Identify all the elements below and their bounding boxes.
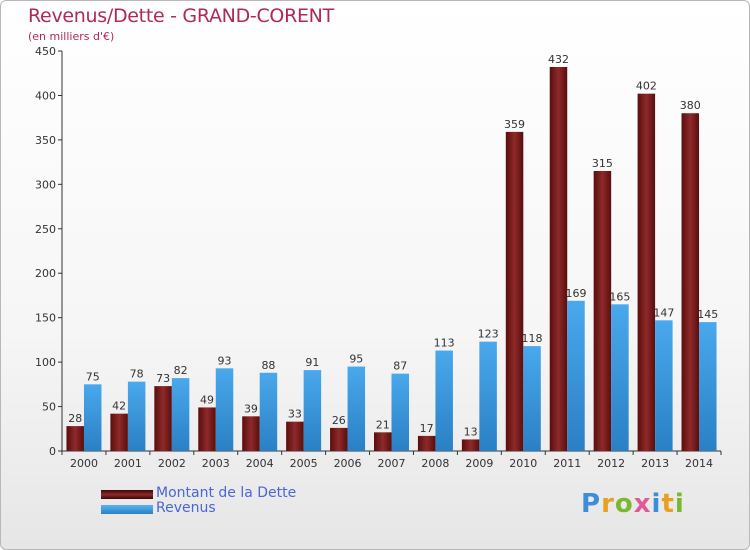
x-tick-label: 2008: [421, 457, 449, 470]
label-revenus: 91: [305, 356, 319, 369]
bar-dette: [66, 426, 84, 451]
bar-dette: [198, 407, 216, 451]
label-revenus: 78: [130, 368, 144, 381]
bar-dette: [242, 416, 260, 451]
x-tick-label: 2013: [641, 457, 669, 470]
bar-revenus: [567, 300, 585, 451]
y-tick-label: 50: [42, 401, 56, 414]
bars: [66, 67, 717, 452]
y-tick-label: 350: [35, 134, 56, 147]
x-tick-label: 2011: [553, 457, 581, 470]
bar-dette: [154, 386, 172, 451]
x-tick-label: 2014: [685, 457, 713, 470]
legend-swatch-revenus: [101, 505, 153, 514]
value-labels: 28 75 42 78 73 82 49 93 39 88 33 91 26 95 21 87 17 113 13 1…: [68, 53, 718, 438]
y-tick-label: 200: [35, 267, 56, 280]
x-tick-label: 2012: [597, 457, 625, 470]
bar-revenus: [611, 304, 629, 451]
label-dette: 73: [156, 372, 170, 385]
label-revenus: 95: [349, 353, 363, 366]
chart-subtitle: (en milliers d'€): [28, 30, 115, 43]
label-dette: 39: [244, 402, 258, 415]
label-revenus: 87: [393, 360, 407, 373]
proxiti-logo: Proxiti: [581, 489, 685, 519]
x-tick-label: 2000: [70, 457, 98, 470]
label-dette: 21: [376, 418, 390, 431]
x-tick-label: 2001: [114, 457, 142, 470]
y-tick-label: 400: [35, 89, 56, 102]
x-tick-label: 2007: [378, 457, 406, 470]
y-tick-label: 250: [35, 223, 56, 236]
bar-dette: [505, 131, 524, 451]
chart-title: Revenus/Dette - GRAND-CORENT: [28, 5, 334, 27]
label-revenus: 123: [478, 328, 499, 341]
bar-dette: [593, 171, 612, 451]
bar-revenus: [479, 341, 497, 451]
bar-dette: [286, 421, 304, 451]
label-revenus: 147: [653, 306, 674, 319]
x-tick-label: 2003: [202, 457, 230, 470]
legend-swatch-dette: [101, 490, 153, 499]
y-tick-label: 450: [35, 45, 56, 58]
bar-revenus: [699, 322, 717, 451]
x-tick-label: 2010: [509, 457, 537, 470]
bar-dette: [110, 413, 128, 451]
bar-revenus: [347, 366, 366, 451]
x-tick-label: 2004: [246, 457, 274, 470]
label-dette: 42: [112, 400, 126, 413]
label-dette: 28: [68, 412, 82, 425]
bar-dette: [330, 427, 348, 451]
x-tick-label: 2009: [465, 457, 493, 470]
label-dette: 17: [420, 422, 434, 435]
label-dette: 359: [504, 118, 525, 131]
bar-revenus: [435, 350, 453, 451]
label-dette: 315: [592, 157, 613, 170]
y-tick-label: 300: [35, 178, 56, 191]
bar-revenus: [655, 320, 673, 451]
bar-dette: [417, 435, 436, 451]
bar-revenus: [259, 372, 278, 451]
x-tick-label: 2005: [290, 457, 318, 470]
bar-dette: [549, 67, 568, 451]
bar-revenus: [171, 378, 190, 451]
label-dette: 432: [548, 53, 569, 66]
bar-revenus: [523, 346, 541, 451]
label-revenus: 88: [261, 359, 275, 372]
legend-label-dette: Montant de la Dette: [156, 485, 297, 501]
label-revenus: 75: [86, 370, 100, 383]
bar-dette: [637, 93, 656, 452]
label-dette: 402: [636, 80, 657, 93]
label-revenus: 113: [434, 337, 455, 350]
label-revenus: 169: [565, 287, 586, 300]
label-dette: 26: [332, 414, 346, 427]
label-dette: 380: [680, 99, 701, 112]
label-revenus: 118: [522, 332, 543, 345]
bar-revenus: [127, 381, 146, 451]
label-revenus: 165: [609, 290, 630, 303]
bar-revenus: [83, 384, 102, 451]
bar-revenus: [303, 370, 322, 451]
bar-revenus: [215, 368, 234, 451]
y-tick-label: 150: [35, 312, 56, 325]
label-dette: 49: [200, 393, 214, 406]
x-tick-label: 2006: [334, 457, 362, 470]
label-revenus: 82: [174, 364, 188, 377]
bar-revenus: [391, 373, 409, 451]
y-tick-label: 0: [49, 445, 56, 458]
bar-dette: [461, 439, 480, 451]
legend-label-revenus: Revenus: [156, 500, 216, 516]
x-tick-label: 2002: [158, 457, 186, 470]
label-dette: 13: [464, 425, 478, 438]
label-revenus: 145: [697, 308, 718, 321]
y-tick-label: 100: [35, 356, 56, 369]
label-dette: 33: [288, 408, 302, 421]
bar-dette: [681, 113, 700, 451]
label-revenus: 93: [218, 354, 232, 367]
bar-dette: [374, 432, 392, 451]
